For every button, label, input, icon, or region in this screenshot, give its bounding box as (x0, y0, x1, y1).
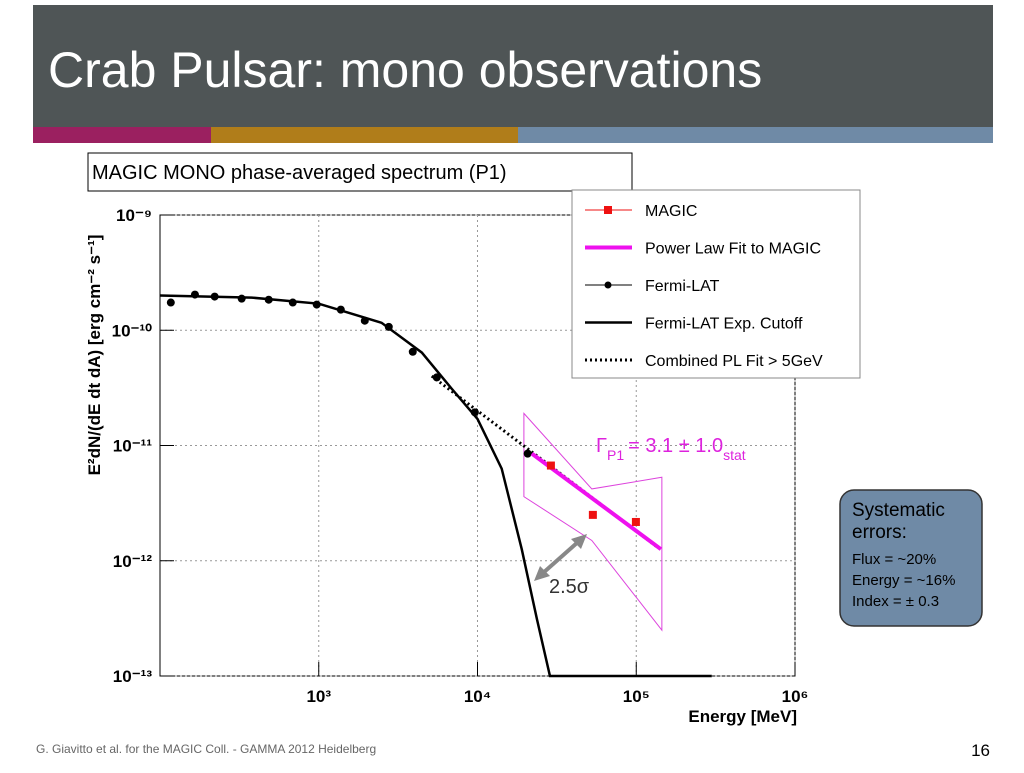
data-point (523, 449, 532, 458)
legend-marker (604, 206, 612, 214)
x-tick-label: 10⁴ (464, 687, 491, 706)
legend-label: Fermi-LAT Exp. Cutoff (645, 316, 803, 333)
systematics-item: Index = ± 0.3 (852, 593, 939, 610)
plot-area: 10⁻⁹ 10⁻¹⁰ 10⁻¹¹ 10⁻¹² 10⁻¹³ 10³ 10⁴ 10⁵ 10⁶ (112, 206, 809, 706)
legend-label: Fermi-LAT (645, 278, 720, 295)
page-number: 16 (971, 741, 990, 760)
systematics-title-part: Systematic (852, 500, 945, 521)
chart-title: MAGIC MONO phase-averaged spectrum (P1) (92, 162, 507, 184)
data-point (210, 292, 219, 301)
y-tick-label: 10⁻¹⁰ (112, 321, 153, 340)
chart-title-box (87, 152, 633, 192)
y-axis-label: E²dN/(dE dt dA) [erg cm⁻² s⁻¹] (85, 235, 104, 476)
data-point (336, 305, 345, 314)
series-line (530, 452, 663, 551)
legend-marker (604, 281, 612, 289)
x-tick-label: 10³ (306, 687, 331, 706)
data-point (470, 408, 479, 417)
significance-label: 2.5σ (549, 576, 590, 598)
data-point (288, 298, 297, 307)
index-value: = 3.1 ± 1.0 (628, 435, 723, 457)
data-point (166, 298, 175, 307)
systematics-item: Flux = ~20% (852, 551, 936, 568)
y-tick-label: 10⁻¹² (113, 552, 153, 571)
arrow-head (571, 534, 587, 549)
systematics-box (839, 489, 983, 627)
data-point (546, 461, 555, 470)
y-tick-label: 10⁻⁹ (116, 206, 152, 225)
legend: MAGIC Power Law Fit to MAGIC Fermi-LAT Ferm… (571, 189, 861, 379)
data-point (264, 295, 273, 304)
index-annotation: ΓP1 = 3.1 ± 1.0stat (596, 435, 746, 463)
header-band (33, 5, 993, 127)
arrow-shaft (541, 540, 580, 575)
fit-band (523, 412, 663, 632)
index-symbol: Γ (596, 435, 607, 457)
legend-label: Combined PL Fit > 5GeV (645, 353, 823, 370)
data-point (631, 517, 640, 526)
y-tick-label: 10⁻¹¹ (113, 437, 153, 456)
systematics-title: Systematic errors: (852, 500, 945, 543)
legend-label: MAGIC (645, 203, 697, 220)
data-point (312, 300, 321, 309)
footer: G. Giavitto et al. for the MAGIC Coll. -… (36, 742, 376, 756)
data-point (588, 510, 597, 519)
legend-label: Power Law Fit to MAGIC (645, 241, 821, 258)
x-tick-label: 10⁵ (623, 687, 650, 706)
index-subscript: P1 (607, 447, 624, 463)
x-axis-label: Energy [MeV] (688, 707, 797, 726)
y-tick-label: 10⁻¹³ (113, 667, 153, 686)
x-tick-label: 10⁶ (782, 687, 809, 706)
data-point (408, 347, 417, 356)
series-line (159, 294, 712, 678)
data-point (432, 373, 441, 382)
systematics-title-line: Systematic errors: (852, 500, 945, 543)
slide-title: Crab Pulsar: mono observations (48, 42, 762, 98)
accent-bar (33, 127, 211, 143)
systematics-item: Energy = ~16% (852, 572, 955, 589)
accent-bar (211, 127, 518, 143)
systematics-list: Flux = ~20% Energy = ~16% Index = ± 0.3 (852, 551, 955, 610)
data-point (384, 322, 393, 331)
data-point (237, 294, 246, 303)
accent-bar (518, 127, 993, 143)
data-point (360, 316, 369, 325)
arrow-head (534, 566, 550, 581)
significance-arrow (534, 534, 587, 581)
legend-box (571, 189, 861, 379)
data-point (190, 290, 199, 299)
systematics-title-part: errors: (852, 522, 907, 543)
index-error-subscript: stat (723, 447, 746, 463)
